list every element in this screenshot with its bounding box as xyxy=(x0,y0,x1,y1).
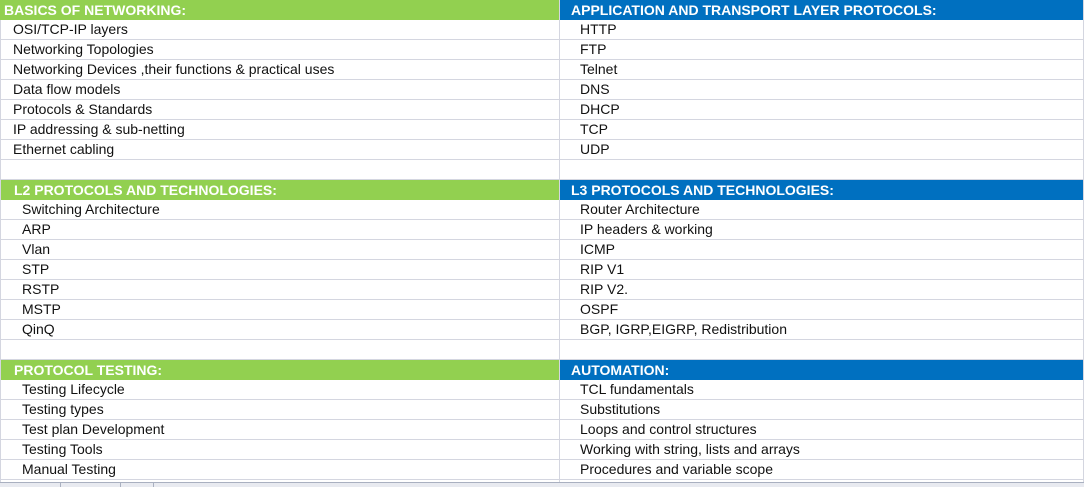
list-item[interactable]: HTTP xyxy=(560,20,1083,40)
list-item[interactable]: Telnet xyxy=(560,60,1083,80)
list-item[interactable]: ARP xyxy=(1,220,560,240)
section-header[interactable]: BASICS OF NETWORKING: xyxy=(0,0,560,20)
empty-cell[interactable] xyxy=(560,340,1083,360)
sheet-tab-bar xyxy=(0,482,1084,487)
list-item[interactable]: BGP, IGRP,EIGRP, Redistribution xyxy=(560,320,1083,340)
list-item[interactable]: Working with string, lists and arrays xyxy=(560,440,1083,460)
list-item[interactable]: Networking Devices ,their functions & pr… xyxy=(1,60,560,80)
right-column: APPLICATION AND TRANSPORT LAYER PROTOCOL… xyxy=(559,0,1084,482)
left-column: BASICS OF NETWORKING: OSI/TCP-IP layers … xyxy=(0,0,560,482)
list-item[interactable]: DHCP xyxy=(560,100,1083,120)
section-l2-protocols: L2 PROTOCOLS AND TECHNOLOGIES: Switching… xyxy=(1,180,560,360)
empty-cell[interactable] xyxy=(560,160,1083,180)
section-header[interactable]: L2 PROTOCOLS AND TECHNOLOGIES: xyxy=(1,180,560,200)
list-item[interactable]: Vlan xyxy=(1,240,560,260)
list-item[interactable]: Data flow models xyxy=(1,80,560,100)
section-header[interactable]: APPLICATION AND TRANSPORT LAYER PROTOCOL… xyxy=(560,0,1083,20)
list-item[interactable]: Router Architecture xyxy=(560,200,1083,220)
section-header[interactable]: PROTOCOL TESTING: xyxy=(1,360,560,380)
section-protocol-testing: PROTOCOL TESTING: Testing Lifecycle Test… xyxy=(1,360,560,480)
list-item[interactable]: RSTP xyxy=(1,280,560,300)
list-item[interactable]: Testing Lifecycle xyxy=(1,380,560,400)
section-header[interactable]: L3 PROTOCOLS AND TECHNOLOGIES: xyxy=(560,180,1083,200)
empty-cell[interactable] xyxy=(1,160,560,180)
list-item[interactable]: RIP V2. xyxy=(560,280,1083,300)
sheet-tab[interactable] xyxy=(120,483,154,487)
list-item[interactable]: FTP xyxy=(560,40,1083,60)
list-item[interactable]: UDP xyxy=(560,140,1083,160)
list-item[interactable]: Networking Topologies xyxy=(1,40,560,60)
sheet-tab[interactable] xyxy=(0,483,61,487)
list-item[interactable]: IP addressing & sub-netting xyxy=(1,120,560,140)
section-automation: AUTOMATION: TCL fundamentals Substitutio… xyxy=(560,360,1083,480)
list-item[interactable]: Testing Tools xyxy=(1,440,560,460)
list-item[interactable]: TCL fundamentals xyxy=(560,380,1083,400)
list-item[interactable]: OSPF xyxy=(560,300,1083,320)
section-basics-of-networking: BASICS OF NETWORKING: OSI/TCP-IP layers … xyxy=(0,0,560,180)
list-item[interactable]: STP xyxy=(1,260,560,280)
list-item[interactable]: Manual Testing xyxy=(1,460,560,480)
list-item[interactable]: ICMP xyxy=(560,240,1083,260)
list-item[interactable]: OSI/TCP-IP layers xyxy=(1,20,560,40)
list-item[interactable]: MSTP xyxy=(1,300,560,320)
list-item[interactable]: Loops and control structures xyxy=(560,420,1083,440)
list-item[interactable]: IP headers & working xyxy=(560,220,1083,240)
empty-cell[interactable] xyxy=(1,340,560,360)
list-item[interactable]: Switching Architecture xyxy=(1,200,560,220)
list-item[interactable]: RIP V1 xyxy=(560,260,1083,280)
list-item[interactable]: DNS xyxy=(560,80,1083,100)
sheet-tab[interactable] xyxy=(60,483,121,487)
list-item[interactable]: QinQ xyxy=(1,320,560,340)
section-l3-protocols: L3 PROTOCOLS AND TECHNOLOGIES: Router Ar… xyxy=(560,180,1083,360)
list-item[interactable]: Test plan Development xyxy=(1,420,560,440)
list-item[interactable]: Ethernet cabling xyxy=(1,140,560,160)
list-item[interactable]: TCP xyxy=(560,120,1083,140)
section-header[interactable]: AUTOMATION: xyxy=(560,360,1083,380)
list-item[interactable]: Protocols & Standards xyxy=(1,100,560,120)
list-item[interactable]: Procedures and variable scope xyxy=(560,460,1083,480)
list-item[interactable]: Testing types xyxy=(1,400,560,420)
list-item[interactable]: Substitutions xyxy=(560,400,1083,420)
section-application-transport-protocols: APPLICATION AND TRANSPORT LAYER PROTOCOL… xyxy=(560,0,1083,180)
